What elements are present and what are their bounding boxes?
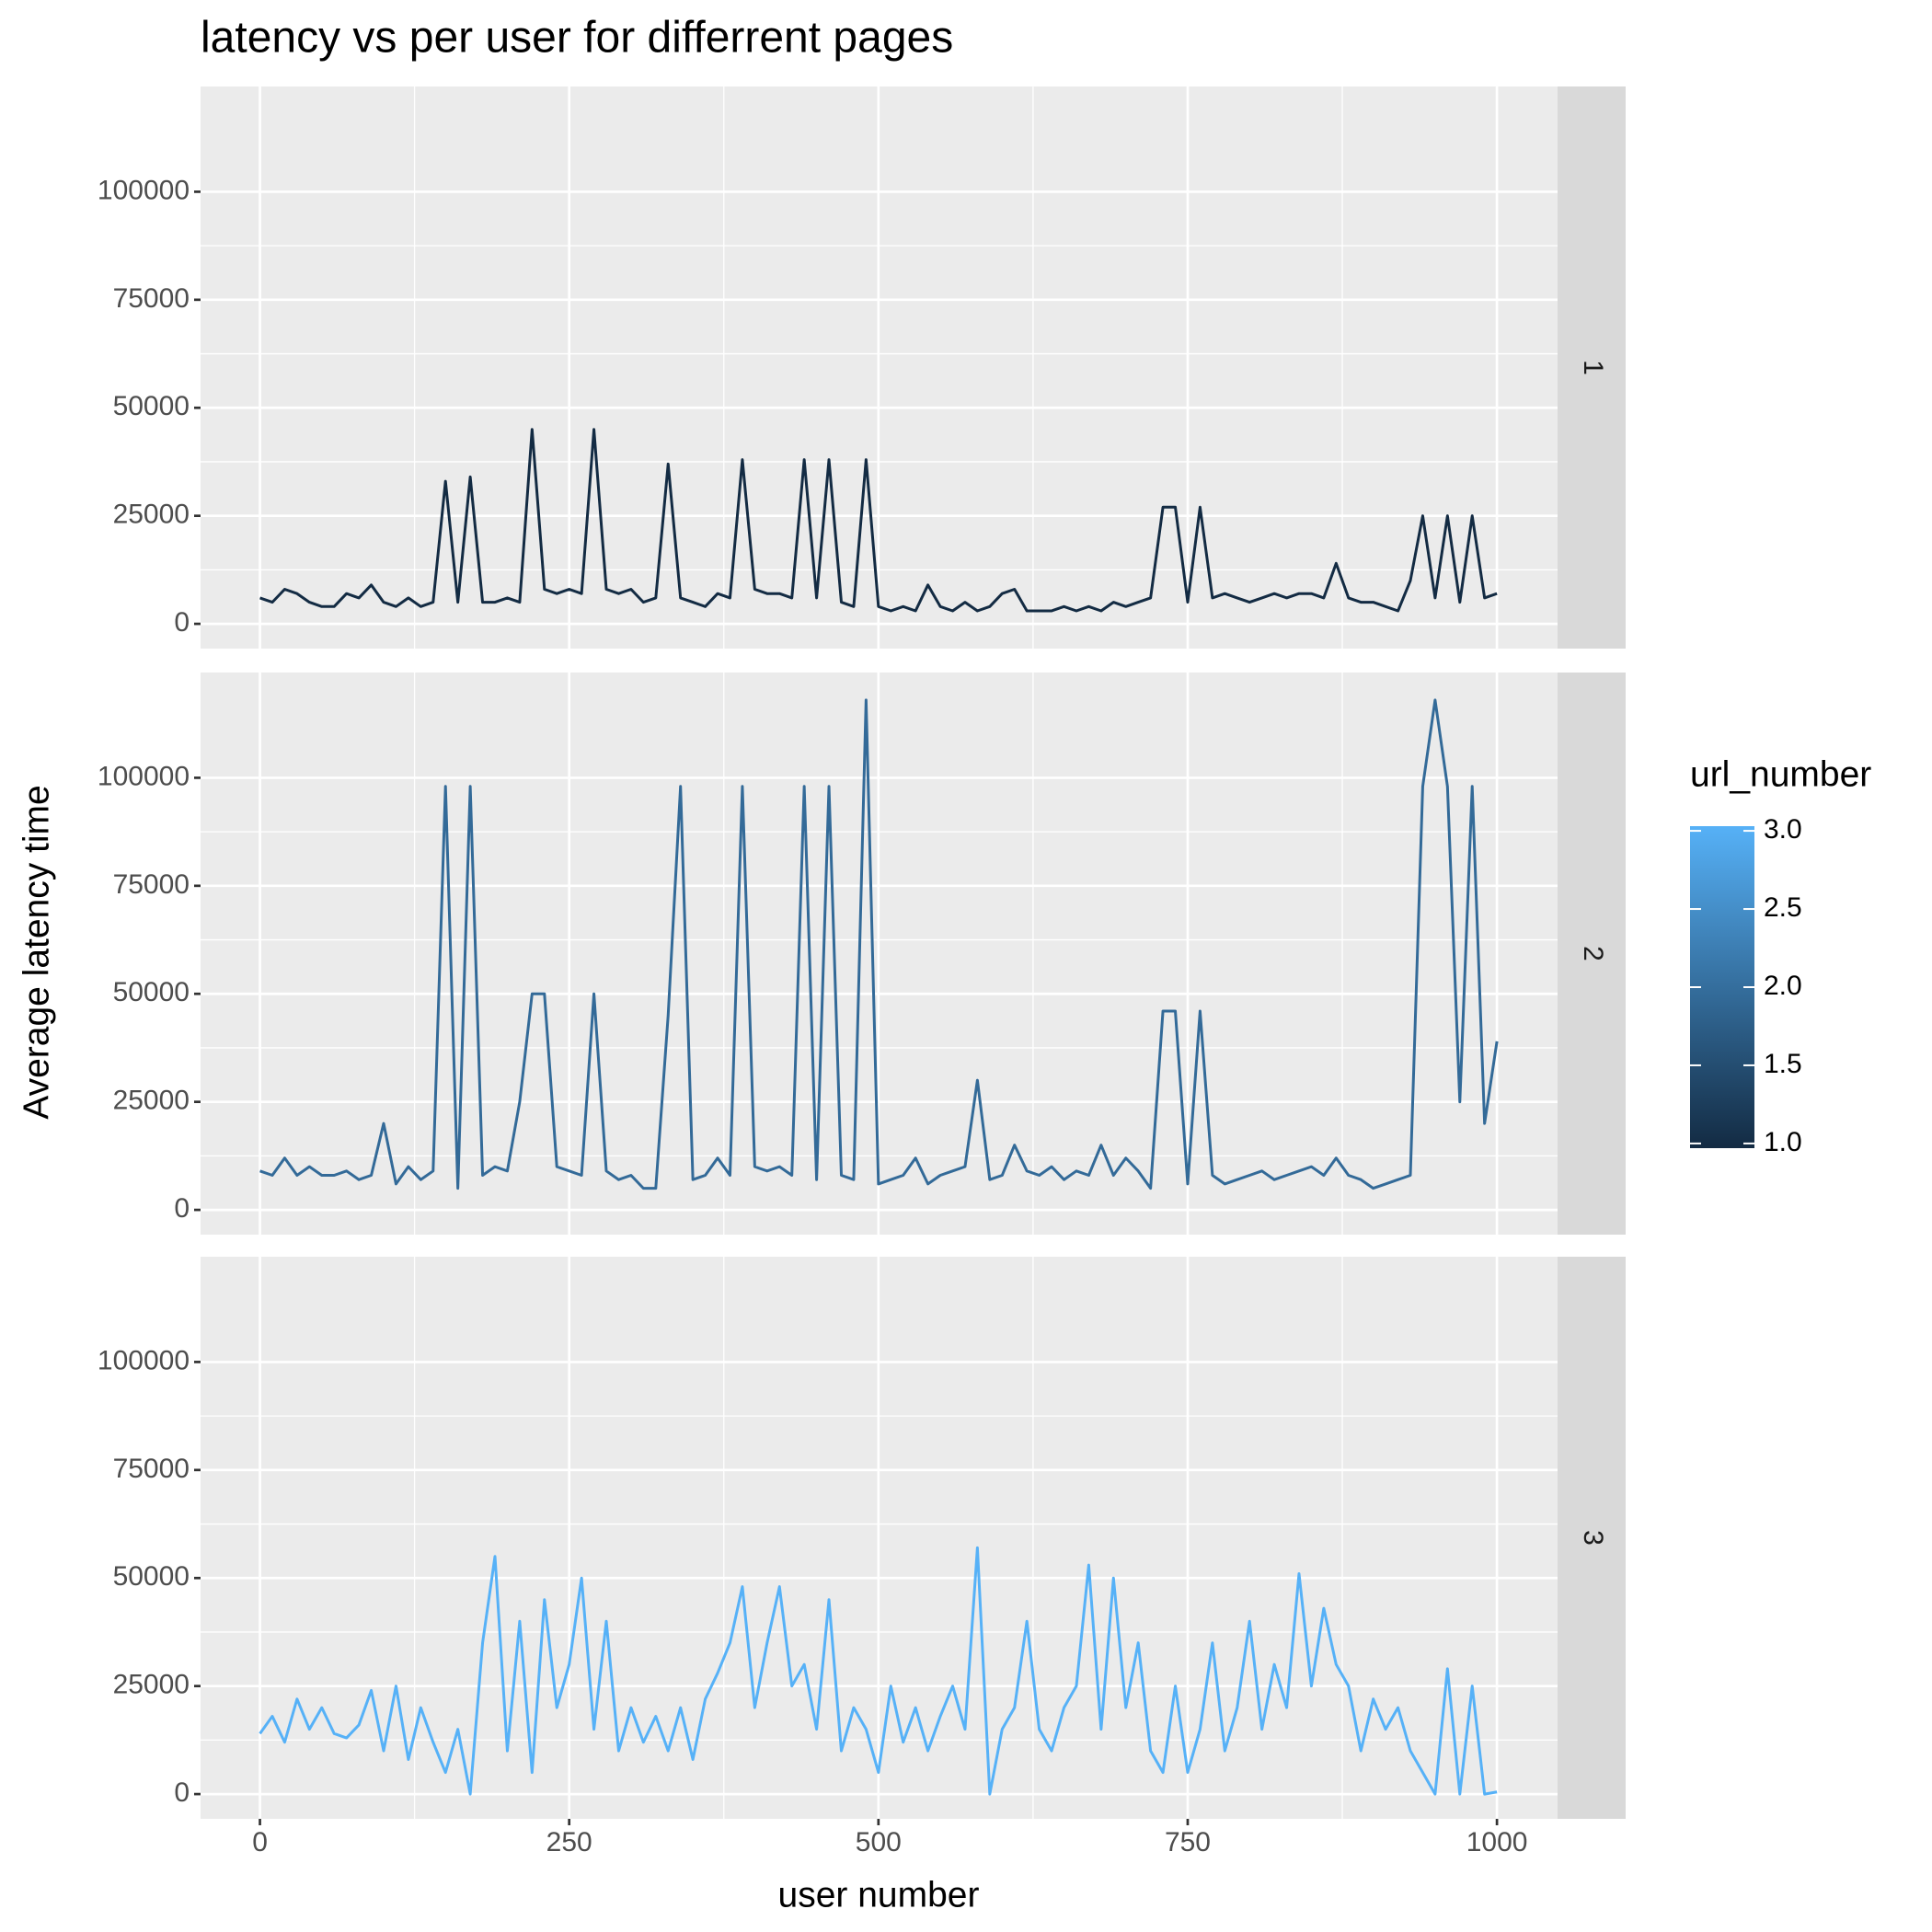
colorbar-label: 2.0 bbox=[1764, 971, 1802, 1001]
series-line bbox=[259, 428, 1498, 613]
y-tick-label: 25000 bbox=[113, 1670, 190, 1700]
y-tick-label: 25000 bbox=[113, 1086, 190, 1116]
x-axis-title: user number bbox=[778, 1875, 980, 1915]
series-line bbox=[259, 1546, 1498, 1796]
y-tick-label: 75000 bbox=[113, 283, 190, 314]
chart-title: latency vs per user for differrent pages bbox=[201, 14, 953, 63]
y-tick-label: 75000 bbox=[113, 869, 190, 900]
colorbar-label: 1.0 bbox=[1764, 1127, 1802, 1157]
colorbar-label: 3.0 bbox=[1764, 814, 1802, 845]
y-tick-label: 0 bbox=[174, 1777, 190, 1808]
y-tick-label: 100000 bbox=[98, 761, 190, 791]
series-line bbox=[259, 698, 1499, 1190]
facet-strip bbox=[1558, 86, 1626, 649]
x-tick-label: 500 bbox=[856, 1827, 902, 1857]
y-tick-label: 100000 bbox=[98, 175, 190, 205]
facet-label: 2 bbox=[1578, 946, 1608, 961]
colorbar-label: 2.5 bbox=[1764, 892, 1802, 923]
colorbar-label: 1.5 bbox=[1764, 1049, 1802, 1079]
y-tick-label: 50000 bbox=[113, 1561, 190, 1592]
facet-label: 1 bbox=[1578, 360, 1608, 375]
y-tick-label: 75000 bbox=[113, 1454, 190, 1484]
facet-strip bbox=[1558, 673, 1626, 1235]
x-tick-label: 0 bbox=[252, 1827, 268, 1857]
y-tick-label: 25000 bbox=[113, 500, 190, 530]
y-tick-label: 0 bbox=[174, 1193, 190, 1224]
y-tick-label: 50000 bbox=[113, 977, 190, 1007]
facet-label: 3 bbox=[1578, 1530, 1608, 1546]
legend-title: url_number bbox=[1690, 754, 1871, 794]
x-tick-label: 1000 bbox=[1466, 1827, 1528, 1857]
facet-strip bbox=[1558, 1257, 1626, 1819]
y-tick-label: 100000 bbox=[98, 1345, 190, 1375]
y-tick-label: 0 bbox=[174, 607, 190, 638]
y-tick-label: 50000 bbox=[113, 391, 190, 421]
y-axis-title: Average latency time bbox=[17, 785, 56, 1119]
x-tick-label: 250 bbox=[546, 1827, 592, 1857]
x-tick-label: 750 bbox=[1165, 1827, 1211, 1857]
